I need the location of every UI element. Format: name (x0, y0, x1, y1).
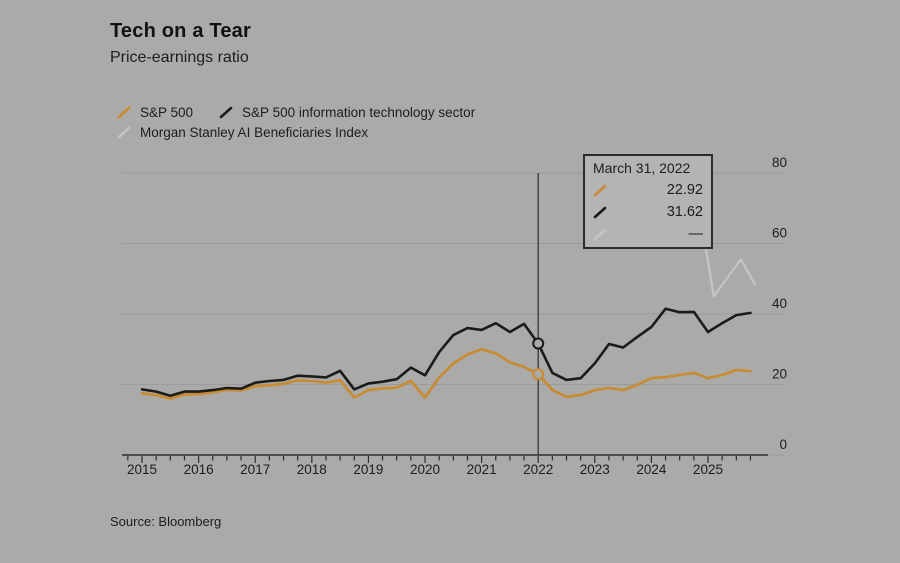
tooltip-slash-icon (593, 228, 607, 240)
y-axis-label: 80 (772, 155, 787, 170)
tooltip-value: 31.62 (666, 204, 703, 220)
legend-item: S&P 500 (117, 105, 193, 120)
legend: S&P 500 S&P 500 information technology se… (117, 105, 657, 140)
tooltip-row: 22.92 (593, 179, 703, 201)
legend-slash-icon (219, 106, 233, 119)
tooltip-slash-icon (593, 206, 607, 218)
tooltip-row: 31.62 (593, 201, 703, 223)
y-axis-label: 20 (772, 367, 787, 382)
x-axis-label: 2016 (184, 462, 214, 477)
source-note: Source: Bloomberg (110, 514, 222, 529)
tooltip-value: 22.92 (666, 182, 703, 198)
x-axis-label: 2017 (240, 462, 270, 477)
legend-item-label: Morgan Stanley AI Beneficiaries Index (140, 125, 369, 140)
x-axis-label: 2021 (467, 462, 497, 477)
tooltip-slash-icon (593, 184, 607, 196)
series-line (140, 347, 752, 400)
crosshair-marker (532, 337, 545, 350)
y-axis-label: 40 (772, 296, 787, 311)
tooltip-value: — (688, 226, 704, 242)
legend-item-label: S&P 500 (140, 105, 194, 120)
x-axis-label: 2015 (127, 462, 157, 477)
tooltip-date: March 31, 2022 (593, 160, 691, 176)
chart-subtitle: Price-earnings ratio (110, 49, 249, 66)
y-axis-label: 60 (772, 226, 787, 241)
chart-title: Tech on a Tear (110, 20, 251, 42)
x-axis-label: 2020 (410, 462, 440, 477)
x-axis-label: 2018 (297, 462, 327, 477)
x-axis-label: 2025 (693, 462, 723, 477)
x-axis-label: 2023 (580, 462, 610, 477)
tooltip-row: — (593, 223, 703, 245)
legend-slash-icon (117, 126, 131, 139)
legend-slash-icon (117, 106, 131, 119)
y-axis-label: 0 (779, 437, 787, 452)
series-line (698, 207, 757, 298)
tooltip-rows: 22.92 31.62 — (593, 179, 703, 245)
crosshair-marker (532, 368, 545, 381)
legend-item: Morgan Stanley AI Beneficiaries Index (117, 125, 368, 140)
series-line (140, 307, 752, 398)
x-axis-label: 2024 (636, 462, 667, 477)
legend-item: S&P 500 information technology sector (219, 105, 475, 120)
x-axis-label: 2019 (353, 462, 383, 477)
crosshair-tooltip: March 31, 2022 22.92 31.62 — (583, 154, 713, 249)
legend-item-label: S&P 500 information technology sector (242, 105, 476, 120)
x-axis-label: 2022 (523, 462, 553, 477)
